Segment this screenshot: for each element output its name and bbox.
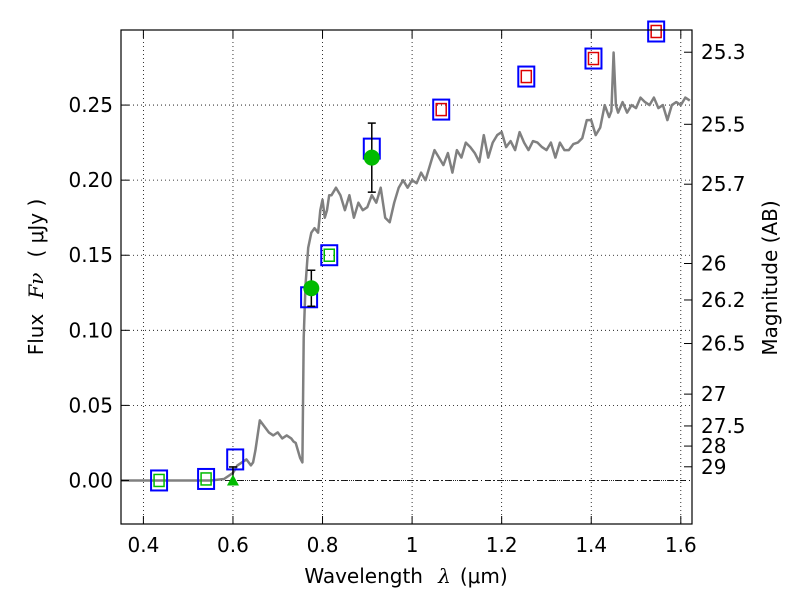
y-tick-label: 0.25: [68, 93, 113, 117]
magnitude-tick-label: 26.5: [701, 332, 746, 356]
x-axis-label-symbol: λ: [437, 564, 451, 588]
upper-limit-triangle: [226, 474, 239, 486]
magnitude-tick-label: 26: [701, 251, 726, 275]
magnitude-tick-label: 25.3: [701, 40, 746, 64]
x-axis-label-unit: (μm): [460, 564, 508, 588]
magnitude-tick-label: 27.5: [701, 414, 746, 438]
x-axis-label: Wavelength λ (μm): [304, 564, 507, 588]
y-tick-label: 0.05: [68, 393, 113, 417]
plot-frame: [120, 29, 693, 525]
filter-flux-square: [323, 248, 335, 262]
x-axis-label-text: Wavelength: [304, 564, 423, 588]
filter-flux-square: [153, 473, 165, 488]
observed-flux-point: [303, 280, 320, 297]
model-flux-square: [432, 98, 451, 121]
filter-flux-square: [200, 472, 212, 486]
magnitude-tick-label: 28: [701, 434, 726, 458]
model-flux-square: [517, 65, 536, 88]
y-axis-label-unit: ( μJy ): [24, 199, 48, 258]
magnitude-tick-label: 26.2: [701, 288, 746, 312]
y-tick-label: 0.10: [68, 318, 113, 342]
magnitude-tick-label: 25.7: [701, 172, 746, 196]
x-tick-label: 1.2: [486, 533, 518, 557]
magnitude-tick-label: 27: [701, 382, 726, 406]
model-flux-square: [226, 448, 245, 471]
y-axis-ticks: 0.00 0.05 0.10 0.15 0.20 0.25: [68, 93, 129, 492]
model-photometry-markers: [150, 20, 666, 492]
model-flux-square: [320, 244, 339, 267]
model-spectrum-line: [121, 51, 691, 482]
magnitude-tick-label: 29: [701, 455, 726, 479]
y-tick-label: 0.00: [68, 468, 113, 492]
x-tick-label: 1: [406, 533, 419, 557]
filter-flux-square: [587, 51, 600, 66]
x-tick-label: 0.8: [307, 533, 339, 557]
filter-flux-square: [520, 69, 533, 84]
magnitude-tick-label: 25.5: [701, 112, 746, 136]
model-flux-square: [197, 467, 216, 490]
x-tick-label: 0.4: [127, 533, 159, 557]
model-flux-square: [150, 469, 169, 492]
x-tick-label: 0.6: [217, 533, 249, 557]
magnitude-axis-label: Magnitude (AB): [758, 200, 782, 355]
grid-lines: [121, 30, 692, 524]
filter-flux-square: [650, 24, 662, 39]
y-axis-label-text: Flux: [24, 314, 48, 356]
y-tick-label: 0.15: [68, 243, 113, 267]
filter-flux-square: [435, 102, 447, 117]
x-tick-label: 1.6: [665, 533, 697, 557]
x-tick-label: 1.4: [575, 533, 607, 557]
x-axis-ticks: 0.4 0.6 0.8 1 1.2 1.4 1.6: [127, 30, 697, 557]
model-flux-square: [584, 47, 603, 70]
observed-flux-point: [363, 149, 380, 166]
model-flux-square: [647, 20, 666, 43]
observed-photometry-markers: [226, 122, 380, 486]
y-axis-label: Flux Fν ( μJy ): [24, 199, 48, 356]
y-tick-label: 0.20: [68, 168, 113, 192]
y-axis-label-symbol: Fν: [24, 273, 48, 300]
